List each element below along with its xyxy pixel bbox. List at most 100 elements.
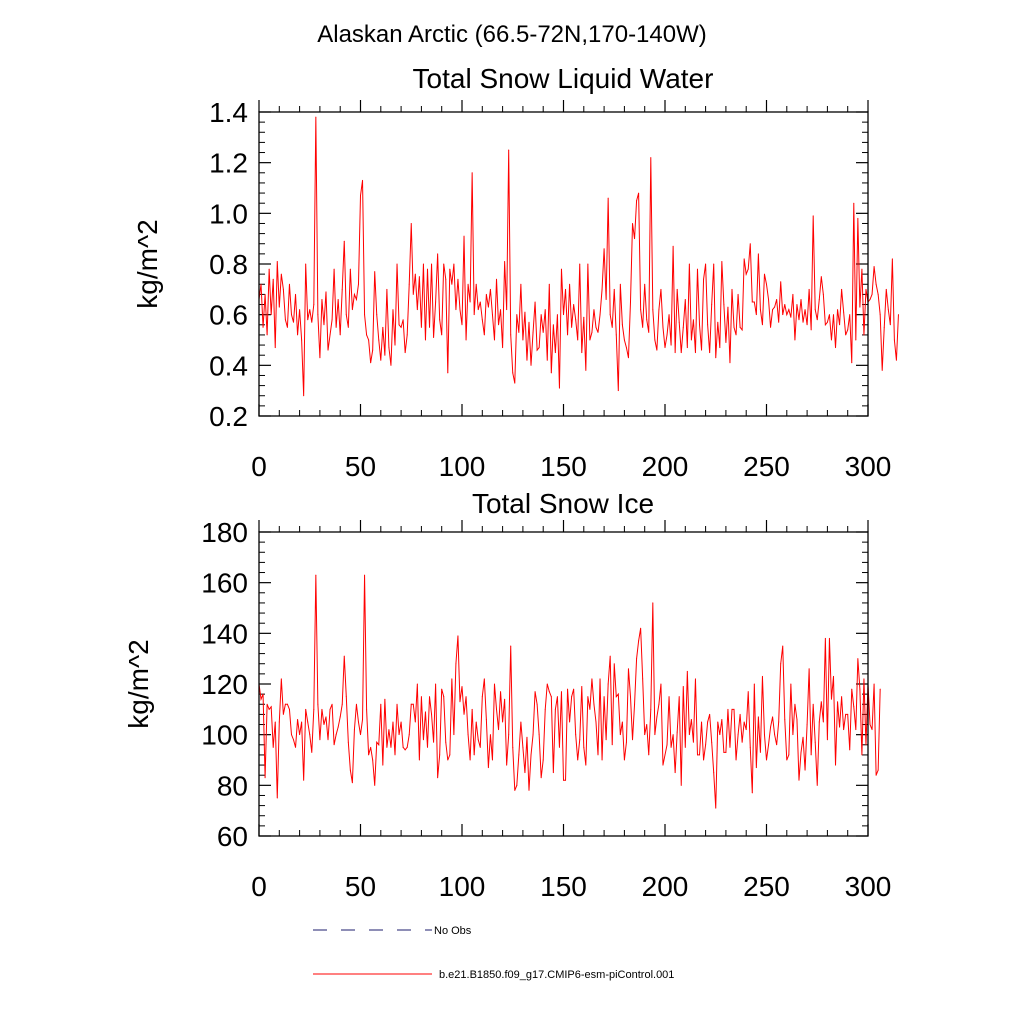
snow-liquid-water-data-point [362, 179, 364, 181]
snow-liquid-water-data-point [290, 314, 292, 316]
snow-liquid-water-data-point [603, 248, 605, 250]
snow-ice-data-point [770, 726, 772, 728]
snow-liquid-water-data-point [741, 329, 743, 331]
snow-ice-data-point [518, 754, 520, 756]
snow-liquid-water-data-point [315, 116, 317, 118]
snow-liquid-water-data-point [536, 349, 538, 351]
snow-liquid-water-data-point [431, 263, 433, 265]
snow-ice-data-point [299, 734, 301, 736]
snow-ice-data-point [688, 734, 690, 736]
snow-ice-data-point [766, 759, 767, 761]
snow-liquid-water-data-point [512, 372, 514, 374]
snow-liquid-water-data-point [506, 309, 508, 311]
snow-ice-data-point [276, 797, 278, 799]
snow-ice-data-point [325, 716, 327, 718]
snow-liquid-water-ytick-label: 0.6 [209, 300, 248, 331]
snow-ice-data-point [540, 777, 542, 779]
snow-ice-data-point [666, 744, 668, 746]
snow-ice-data-point [441, 688, 443, 690]
snow-liquid-water-data-point [418, 276, 420, 278]
snow-ice-data-point [408, 734, 410, 736]
snow-liquid-water-data-point [843, 311, 845, 313]
snow-ice-data-point [355, 703, 357, 705]
snow-liquid-water-data-point [390, 364, 392, 366]
snow-liquid-water-data-point [672, 245, 674, 247]
snow-ice-data-point [493, 683, 495, 685]
snow-liquid-water-data-point [453, 263, 455, 265]
snow-liquid-water-data-point [445, 278, 447, 280]
snow-liquid-water-data-point [688, 263, 690, 265]
snow-ice-data-point [837, 701, 839, 703]
snow-liquid-water-data-point [542, 331, 544, 333]
snow-liquid-water-data-point [721, 260, 723, 262]
snow-ice-data-point [323, 724, 325, 726]
snow-liquid-water-data-point [763, 273, 765, 275]
snow-ice-data-point [349, 769, 351, 771]
snow-liquid-water-data-point [696, 268, 698, 270]
snow-liquid-water-data-point [733, 326, 735, 328]
snow-ice-data-point [280, 678, 282, 680]
snow-ice-data-point [841, 696, 843, 698]
snow-ice-data-point [264, 777, 266, 779]
snow-liquid-water-data-point [451, 283, 453, 285]
snow-liquid-water-data-point [392, 309, 394, 311]
snow-ice-data-point [471, 708, 473, 710]
snow-liquid-water-data-point [321, 298, 323, 300]
snow-ice-data-point [339, 716, 341, 718]
snow-ice-data-point [376, 741, 378, 743]
snow-liquid-water-data-point [692, 319, 694, 321]
snow-liquid-water-data-point [725, 342, 727, 344]
snow-ice-data-point [532, 734, 534, 736]
snow-ice-data-point [424, 711, 426, 713]
snow-ice-data-point [463, 713, 465, 715]
snow-ice-data-point [394, 754, 396, 756]
snow-liquid-water-data-point [481, 319, 483, 321]
snow-ice-data-point [573, 688, 575, 690]
snow-liquid-water-data-point [662, 326, 664, 328]
snow-ice-xtick-label: 200 [642, 871, 689, 902]
snow-liquid-water-data-point [465, 339, 467, 341]
snow-liquid-water-data-point [347, 326, 349, 328]
snow-ice-data-point [747, 691, 749, 693]
snow-ice-tick-labels: 0 50 100 150 200 250 300 60 80 100 120 140 160 180 [201, 517, 891, 902]
snow-liquid-water-data-point [286, 326, 288, 328]
snow-ice-data-point [824, 637, 826, 639]
snow-liquid-water-data-point [581, 352, 583, 354]
snow-ice-data-point [733, 708, 735, 710]
snow-liquid-water-data-point [380, 359, 382, 361]
snow-ice-data-point [581, 686, 583, 688]
snow-liquid-water-data-point [632, 222, 634, 224]
snow-liquid-water-data-point [368, 339, 370, 341]
snow-ice-data-point [506, 764, 508, 766]
snow-liquid-water-data-point [865, 288, 867, 290]
snow-ice-data-point [709, 713, 711, 715]
snow-ice-data-point [869, 724, 871, 726]
snow-ice-data-point [286, 703, 288, 705]
snow-ice-xtick-label: 100 [439, 871, 486, 902]
snow-ice-data-point [853, 706, 855, 708]
snow-liquid-water-data-point [496, 278, 498, 280]
snow-ice-data-point [437, 777, 439, 779]
snow-liquid-water-data-point [518, 331, 520, 333]
snow-liquid-water-data-point [790, 316, 792, 318]
snow-ice-data-point [301, 721, 303, 723]
snow-liquid-water-data-point [457, 278, 459, 280]
snow-ice-data-point [487, 767, 489, 769]
snow-ice-data-point [500, 691, 502, 693]
snow-liquid-water-data-point [686, 347, 688, 349]
snow-liquid-water-data-point [388, 347, 390, 349]
snow-liquid-water-data-point [893, 339, 895, 341]
snow-liquid-water-data-point [830, 339, 832, 341]
snow-ice-data-point [632, 739, 634, 741]
snow-liquid-water-data-point [739, 326, 741, 328]
snow-liquid-water-data-point [808, 288, 810, 290]
snow-liquid-water-data-point [565, 288, 567, 290]
snow-liquid-water-data-point [879, 314, 881, 316]
snow-ice-data-point [384, 698, 386, 700]
snow-liquid-water-data-point [262, 326, 264, 328]
snow-liquid-water-data-point [717, 321, 719, 323]
snow-ice-data-point [341, 703, 343, 705]
snow-ice-data-point [877, 769, 879, 771]
snow-ice-data-point [569, 721, 571, 723]
snow-ice-data-point [319, 739, 321, 741]
